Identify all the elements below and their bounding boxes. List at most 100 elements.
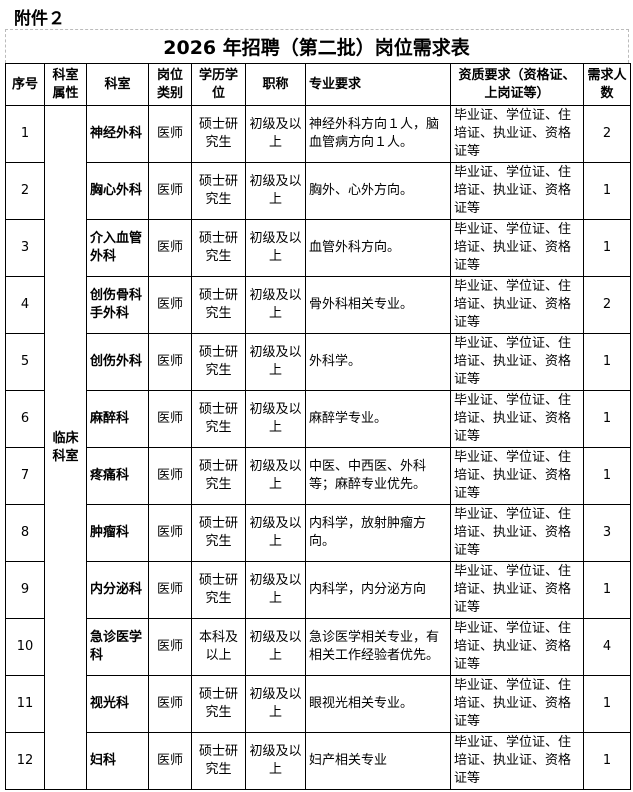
table-row: 3 介入血管外科 医师 硕士研究生 初级及以上 血管外科方向。 毕业证、学位证、住培证、执业… <box>5 219 631 277</box>
table-row: 1 临床科室 神经外科 医师 硕士研究生 初级及以上 神经外科方向１人，脑血管病方向１人。毕… <box>5 105 631 790</box>
title-box <box>5 29 629 63</box>
cell-no: 8 <box>5 504 45 562</box>
table-row: 12 妇科 医师 硕士研究生 初级及以上 妇产相关专业 毕业证、学位证、住培证、执业证、资格… <box>5 732 631 790</box>
table-row: 9 内分泌科 医师 硕士研究生 初级及以上 内科学，内分泌方向 毕业证、学位证、住培证、执业… <box>5 561 631 619</box>
cell-type: 医师 <box>148 732 192 790</box>
cell-rank: 初级及以上 <box>245 219 306 277</box>
cell-edu: 硕士研究生 <box>191 276 246 334</box>
cell-dept: 创伤骨科手外科 <box>86 276 149 334</box>
cell-rank: 初级及以上 <box>245 276 306 334</box>
cell-type: 医师 <box>148 504 192 562</box>
cell-qual: 毕业证、学位证、住培证、执业证、资格证等 <box>450 390 584 448</box>
cell-edu: 硕士研究生 <box>191 105 246 163</box>
cell-no: 9 <box>5 561 45 619</box>
cell-major: 妇产相关专业 <box>305 732 451 790</box>
header-major: 专业要求 <box>305 63 451 106</box>
cell-qual: 毕业证、学位证、住培证、执业证、资格证等 <box>450 219 584 277</box>
cell-edu: 硕士研究生 <box>191 390 246 448</box>
cell-qual: 毕业证、学位证、住培证、执业证、资格证等 <box>450 333 584 391</box>
cell-count: 2 <box>583 105 631 163</box>
cell-count: 1 <box>583 333 631 391</box>
cell-edu: 硕士研究生 <box>191 219 246 277</box>
cell-type: 医师 <box>148 219 192 277</box>
cell-type: 医师 <box>148 333 192 391</box>
cell-rank: 初级及以上 <box>245 732 306 790</box>
cell-edu: 硕士研究生 <box>191 561 246 619</box>
cell-major: 急诊医学相关专业，有相关工作经验者优先。 <box>305 618 451 676</box>
cell-no: 10 <box>5 618 45 676</box>
cell-no: 12 <box>5 732 45 790</box>
header-dept: 科室 <box>86 63 149 106</box>
cell-dept: 创伤外科 <box>86 333 149 391</box>
header-row: 序号 科室属性 科室 岗位类别 学历学位 职称 专业要求 资质要求（资格证、上岗… <box>5 63 631 106</box>
cell-rank: 初级及以上 <box>245 162 306 220</box>
cell-dept: 神经外科 <box>86 105 149 163</box>
cell-rank: 初级及以上 <box>245 105 306 163</box>
header-count: 需求人数 <box>583 63 631 106</box>
cell-dept: 妇科 <box>86 732 149 790</box>
cell-edu: 硕士研究生 <box>191 162 246 220</box>
cell-rank: 初级及以上 <box>245 333 306 391</box>
table-row: 4 创伤骨科手外科 医师 硕士研究生 初级及以上 骨外科相关专业。 毕业证、学位证、住培证、… <box>5 276 631 334</box>
cell-count: 1 <box>583 219 631 277</box>
cell-qual: 毕业证、学位证、住培证、执业证、资格证等 <box>450 105 584 163</box>
cell-dept: 介入血管外科 <box>86 219 149 277</box>
cell-rank: 初级及以上 <box>245 618 306 676</box>
cell-qual: 毕业证、学位证、住培证、执业证、资格证等 <box>450 276 584 334</box>
cell-count: 1 <box>583 447 631 505</box>
positions-table: 序号 科室属性 科室 岗位类别 学历学位 职称 专业要求 资质要求（资格证、上岗… <box>5 63 631 790</box>
cell-major: 骨外科相关专业。 <box>305 276 451 334</box>
cell-type: 医师 <box>148 276 192 334</box>
cell-type: 医师 <box>148 561 192 619</box>
cell-no: 4 <box>5 276 45 334</box>
cell-count: 3 <box>583 504 631 562</box>
cell-rank: 初级及以上 <box>245 561 306 619</box>
table-row: 11 视光科 医师 硕士研究生 初级及以上 眼视光相关专业。 毕业证、学位证、住培证、执业证… <box>5 675 631 733</box>
cell-edu: 硕士研究生 <box>191 732 246 790</box>
table-row: 2 胸心外科 医师 硕士研究生 初级及以上 胸外、心外方向。 毕业证、学位证、住培证、执业证… <box>5 162 631 220</box>
table-row: 5 创伤外科 医师 硕士研究生 初级及以上 外科学。 毕业证、学位证、住培证、执业证、资格证… <box>5 333 631 391</box>
cell-edu: 本科及以上 <box>191 618 246 676</box>
header-attr: 科室属性 <box>44 63 87 106</box>
cell-no: 5 <box>5 333 45 391</box>
header-qual: 资质要求（资格证、上岗证等） <box>450 63 584 106</box>
cell-qual: 毕业证、学位证、住培证、执业证、资格证等 <box>450 732 584 790</box>
cell-rank: 初级及以上 <box>245 447 306 505</box>
cell-major: 内科学，内分泌方向 <box>305 561 451 619</box>
cell-qual: 毕业证、学位证、住培证、执业证、资格证等 <box>450 675 584 733</box>
cell-rank: 初级及以上 <box>245 504 306 562</box>
cell-no: 3 <box>5 219 45 277</box>
cell-count: 1 <box>583 561 631 619</box>
cell-edu: 硕士研究生 <box>191 504 246 562</box>
cell-type: 医师 <box>148 390 192 448</box>
cell-qual: 毕业证、学位证、住培证、执业证、资格证等 <box>450 447 584 505</box>
cell-qual: 毕业证、学位证、住培证、执业证、资格证等 <box>450 504 584 562</box>
cell-dept: 疼痛科 <box>86 447 149 505</box>
table-row: 7 疼痛科 医师 硕士研究生 初级及以上 中医、中西医、外科等；麻醉专业优先。 毕业证、学位… <box>5 447 631 505</box>
cell-count: 4 <box>583 618 631 676</box>
attachment-label: 附件２ <box>14 9 65 29</box>
cell-rank: 初级及以上 <box>245 675 306 733</box>
cell-count: 2 <box>583 276 631 334</box>
cell-type: 医师 <box>148 447 192 505</box>
cell-no: 2 <box>5 162 45 220</box>
cell-no: 11 <box>5 675 45 733</box>
table-row: 8 肿瘤科 医师 硕士研究生 初级及以上 内科学，放射肿瘤方向。 毕业证、学位证、住培证、执… <box>5 504 631 562</box>
header-rank: 职称 <box>245 63 306 106</box>
cell-count: 1 <box>583 675 631 733</box>
header-edu: 学历学位 <box>191 63 246 106</box>
cell-major: 外科学。 <box>305 333 451 391</box>
header-no: 序号 <box>5 63 45 106</box>
cell-qual: 毕业证、学位证、住培证、执业证、资格证等 <box>450 561 584 619</box>
cell-dept: 内分泌科 <box>86 561 149 619</box>
cell-dept-attr: 临床科室 <box>44 105 87 790</box>
cell-edu: 硕士研究生 <box>191 675 246 733</box>
cell-rank: 初级及以上 <box>245 390 306 448</box>
page-title: 2026 年招聘（第二批）岗位需求表 <box>163 37 470 59</box>
header-type: 岗位类别 <box>148 63 192 106</box>
cell-no: 6 <box>5 390 45 448</box>
cell-major: 胸外、心外方向。 <box>305 162 451 220</box>
cell-major: 神经外科方向１人，脑血管病方向１人。 <box>305 105 451 163</box>
cell-qual: 毕业证、学位证、住培证、执业证、资格证等 <box>450 162 584 220</box>
cell-major: 眼视光相关专业。 <box>305 675 451 733</box>
